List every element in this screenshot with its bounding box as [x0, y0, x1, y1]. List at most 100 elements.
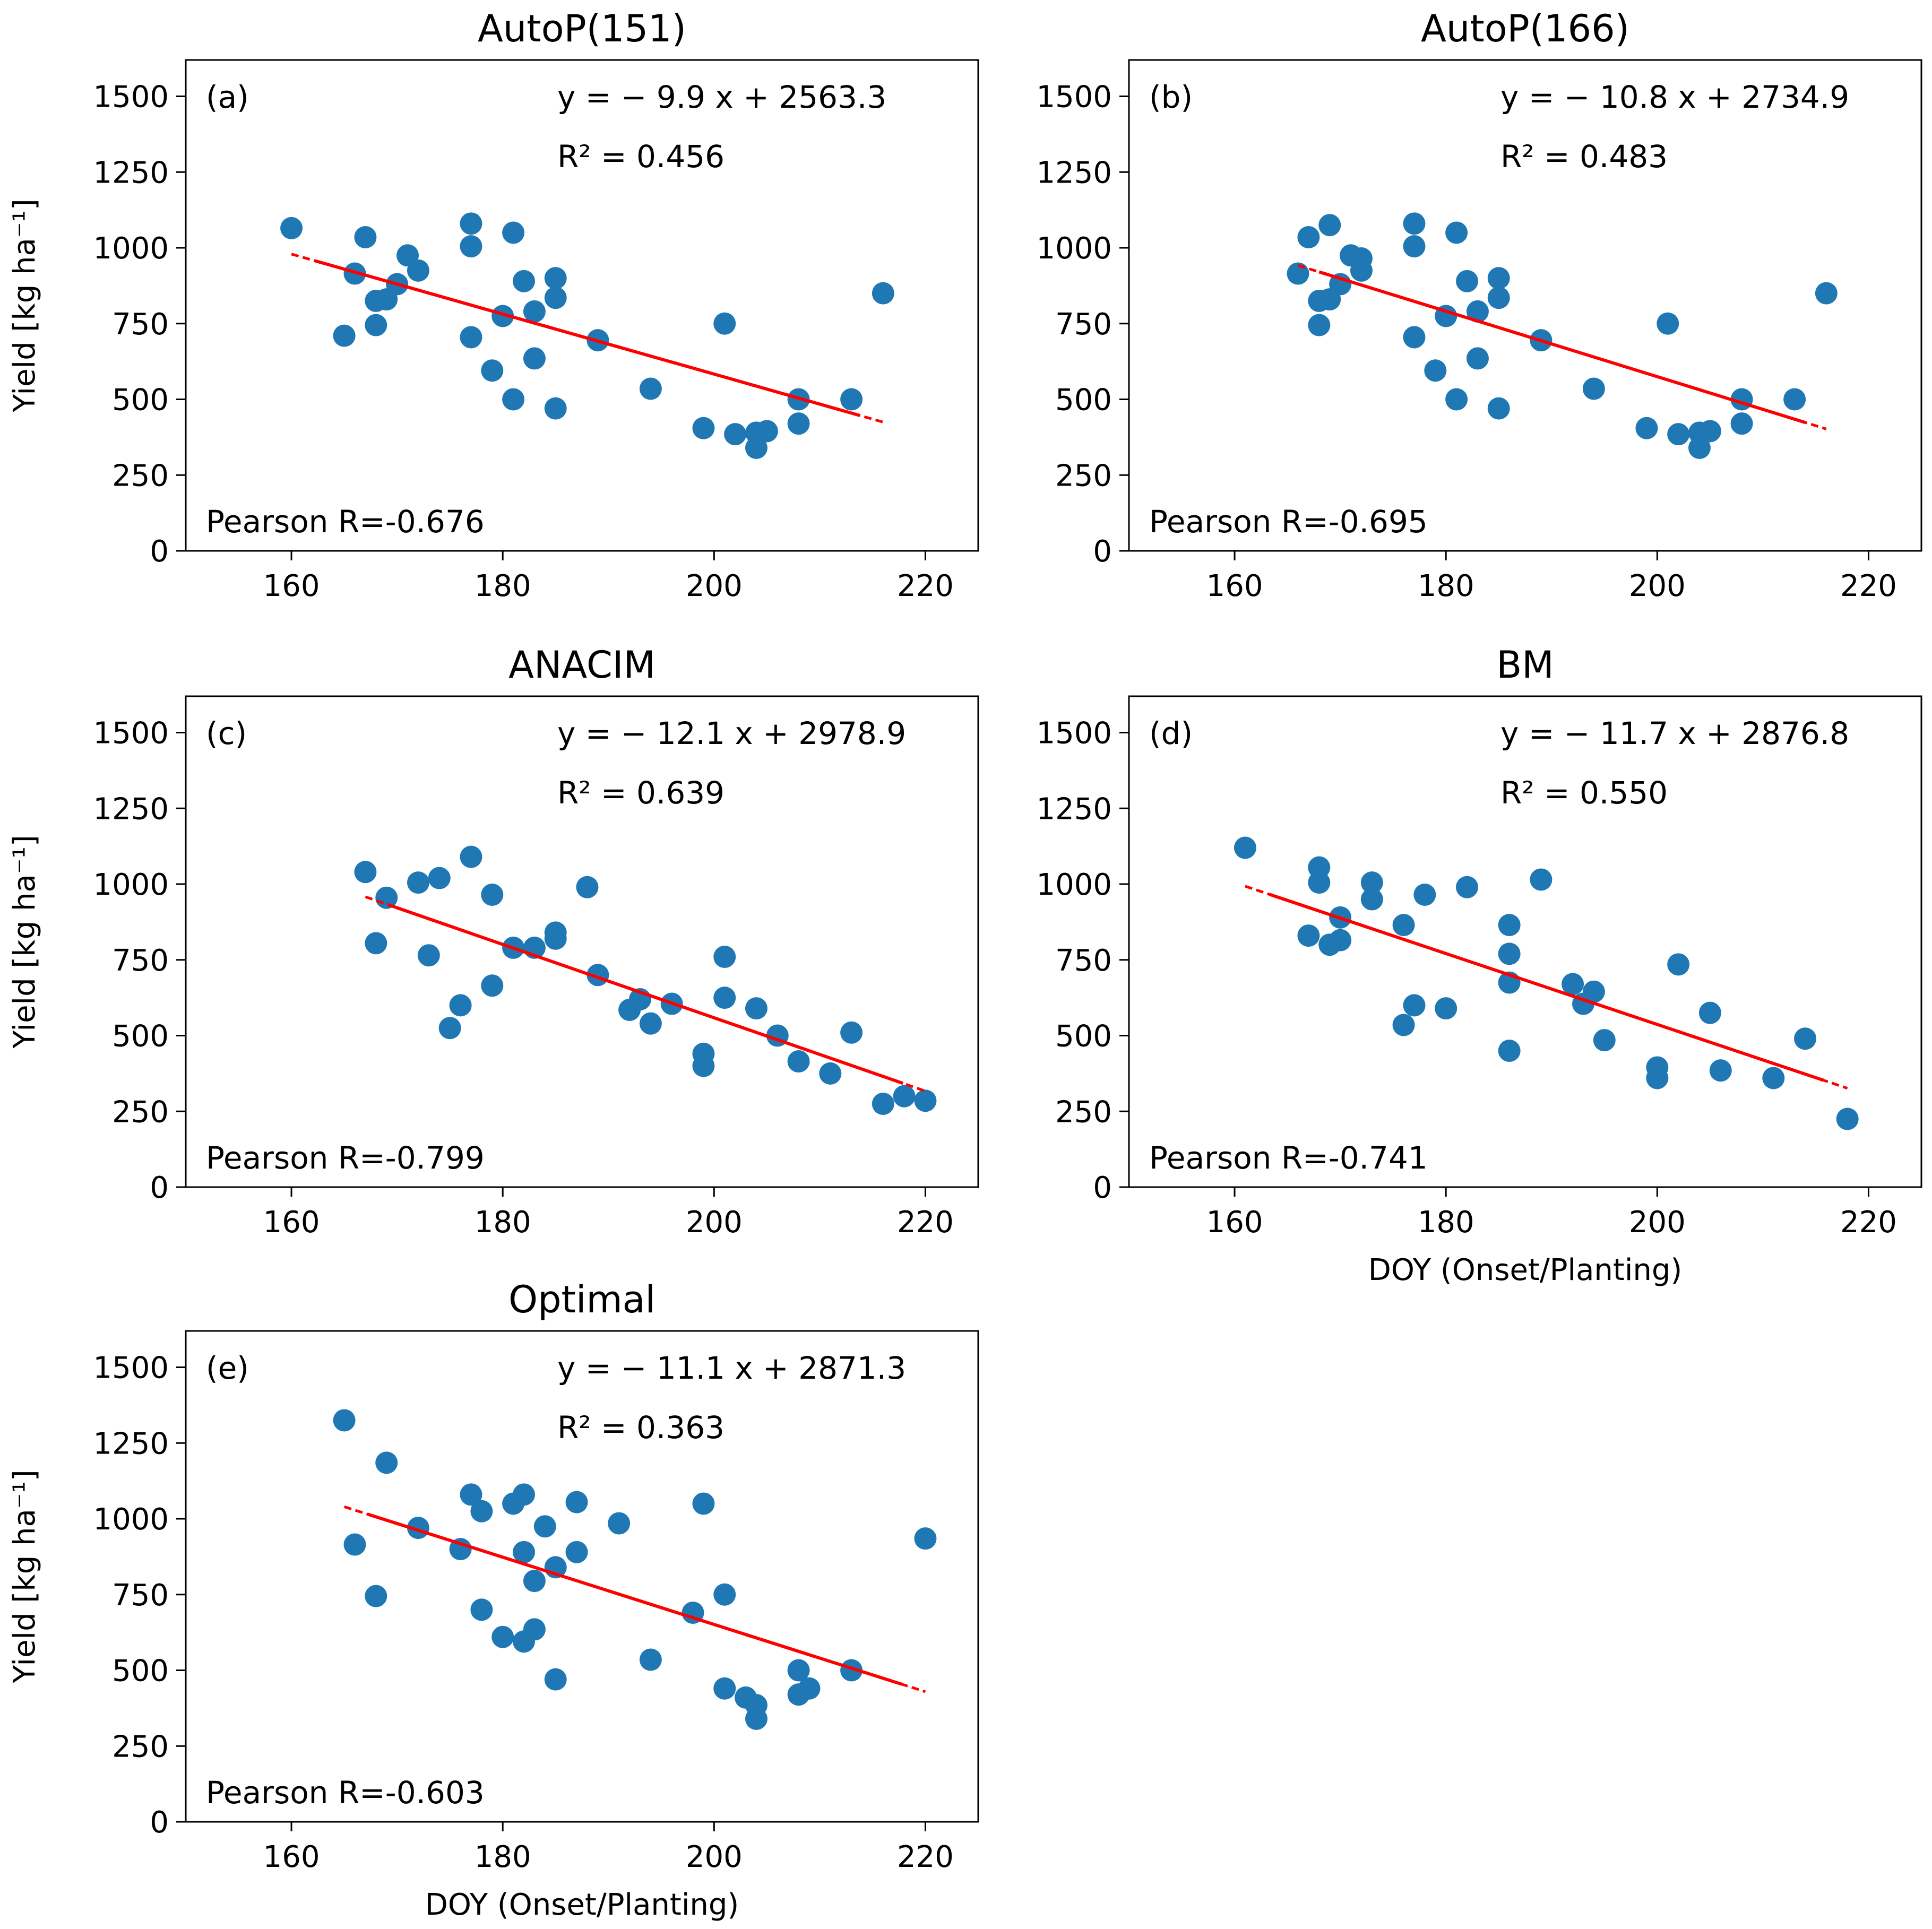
data-point	[502, 388, 525, 411]
data-point	[1234, 836, 1256, 859]
y-tick-label: 750	[1055, 307, 1112, 342]
data-point	[1297, 226, 1320, 249]
data-point	[1498, 1040, 1521, 1062]
data-point	[523, 1570, 546, 1593]
panel-title: AutoP(151)	[478, 7, 686, 50]
data-point	[1667, 953, 1690, 976]
data-point	[1709, 1059, 1732, 1082]
data-point	[375, 1451, 398, 1474]
data-point	[460, 212, 482, 235]
y-tick-label: 250	[112, 459, 169, 493]
regression-equation: y = − 9.9 x + 2563.3	[557, 79, 886, 115]
y-tick-label: 1000	[93, 231, 169, 266]
data-point	[565, 1541, 588, 1563]
data-point	[470, 1500, 493, 1523]
data-point	[1392, 1014, 1415, 1036]
y-axis-label: Yield [kg ha⁻¹]	[7, 1469, 42, 1683]
data-point	[1487, 397, 1510, 420]
data-point	[481, 974, 504, 997]
data-point	[692, 417, 715, 439]
regression-equation: y = − 11.1 x + 2871.3	[557, 1350, 906, 1386]
data-point	[1783, 388, 1806, 411]
data-point	[460, 1483, 482, 1506]
y-tick-label: 500	[1055, 383, 1112, 418]
data-point	[914, 1089, 937, 1112]
data-point	[481, 883, 504, 906]
data-point	[1360, 871, 1383, 894]
data-point	[544, 287, 567, 309]
panel-title: BM	[1496, 643, 1554, 687]
data-point	[1403, 235, 1426, 258]
data-point	[1456, 270, 1479, 292]
data-point	[1836, 1108, 1859, 1130]
data-point	[893, 1085, 916, 1108]
data-point	[1445, 388, 1468, 411]
pearson-r: Pearson R=-0.676	[206, 504, 485, 540]
data-point	[745, 1707, 767, 1730]
data-point	[1318, 214, 1341, 237]
x-tick-label: 160	[263, 1205, 320, 1240]
data-point	[1698, 420, 1721, 443]
panel-b: AutoP(166) 160 180 200 220 0 250 500 750 1000 1250…	[1036, 7, 1922, 603]
regression-line	[1318, 270, 1806, 424]
data-point	[692, 1492, 715, 1515]
data-point	[428, 867, 451, 889]
data-point	[713, 987, 736, 1009]
x-tick-label: 220	[1840, 1205, 1897, 1240]
y-tick-label: 1250	[93, 155, 169, 190]
r-squared: R² = 0.483	[1500, 139, 1668, 175]
data-point	[639, 377, 662, 400]
x-tick-label: 200	[686, 1840, 743, 1874]
data-point	[544, 397, 567, 420]
plot-frame	[185, 695, 979, 1188]
y-axis-label: Yield [kg ha⁻¹]	[7, 835, 42, 1049]
y-tick-label: 1250	[1036, 792, 1112, 826]
data-point	[1466, 347, 1489, 370]
data-point	[1667, 423, 1690, 446]
y-tick-label: 250	[112, 1729, 169, 1764]
pearson-r: Pearson R=-0.799	[206, 1140, 485, 1176]
data-point	[481, 359, 504, 382]
data-point	[1445, 221, 1468, 244]
data-point	[565, 1491, 588, 1513]
x-tick-label: 220	[897, 1840, 954, 1874]
data-point	[713, 1677, 736, 1700]
data-point	[449, 994, 472, 1017]
data-point	[1688, 436, 1711, 459]
x-tick-label: 200	[1629, 1205, 1686, 1240]
data-point	[280, 217, 303, 239]
panel-label: (d)	[1149, 715, 1193, 751]
x-axis-label: DOY (Onset/Planting)	[425, 1888, 739, 1922]
data-point	[1730, 412, 1753, 435]
data-point	[1498, 914, 1521, 937]
x-tick-label: 200	[686, 569, 743, 603]
data-point	[1815, 282, 1838, 305]
plot-frame	[1128, 695, 1922, 1188]
data-point	[513, 1541, 536, 1563]
regression-line	[367, 1512, 903, 1686]
panel-a: AutoP(151) 160 180 200 220 0 250 500 750 1000 1250…	[7, 7, 979, 603]
data-point	[1487, 267, 1510, 290]
y-tick-label: 0	[1093, 1171, 1112, 1205]
y-tick-label: 0	[1093, 534, 1112, 569]
data-point	[1456, 876, 1479, 898]
y-tick-label: 1000	[1036, 868, 1112, 902]
data-point	[840, 1021, 863, 1044]
y-tick-label: 1250	[1036, 155, 1112, 190]
pearson-r: Pearson R=-0.603	[206, 1775, 485, 1811]
plot-frame	[185, 59, 979, 552]
y-tick-label: 500	[112, 383, 169, 418]
data-point	[533, 1515, 556, 1538]
data-point	[1350, 259, 1373, 282]
data-point	[513, 1483, 536, 1506]
data-point	[438, 1017, 461, 1040]
data-point	[745, 997, 767, 1020]
data-point	[787, 412, 810, 435]
data-point	[1360, 888, 1383, 911]
y-tick-label: 750	[112, 1578, 169, 1613]
plot-frame	[185, 1330, 979, 1823]
data-point	[713, 946, 736, 968]
data-point	[914, 1527, 937, 1550]
data-point	[365, 932, 387, 955]
data-point	[1582, 377, 1605, 400]
